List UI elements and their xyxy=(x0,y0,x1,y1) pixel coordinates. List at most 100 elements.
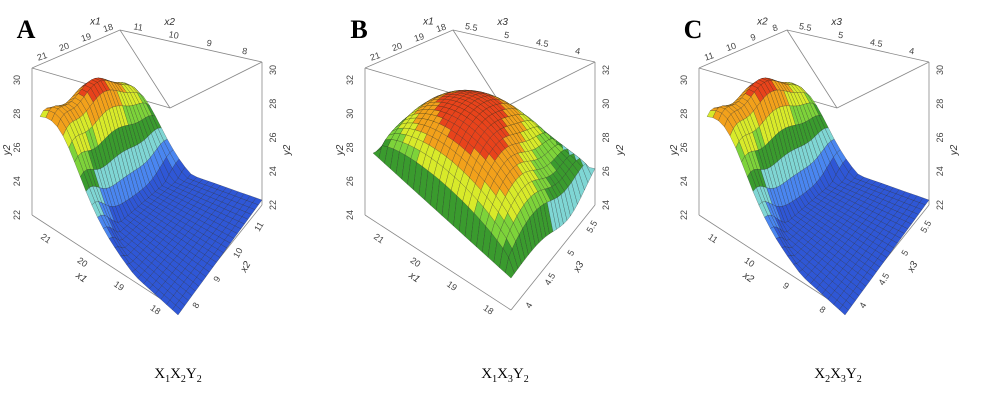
y-tick-label: 28 xyxy=(345,142,355,152)
y-tick-label: 30 xyxy=(679,75,689,85)
y-tick-label: 22 xyxy=(679,210,689,220)
y-tick-label-right: 30 xyxy=(601,99,611,109)
panel-letter: C xyxy=(684,15,703,44)
box-edge xyxy=(364,29,454,69)
y-tick-label: 22 xyxy=(12,210,22,220)
caption-term: X xyxy=(154,366,166,382)
caption-term: X xyxy=(830,366,841,382)
caption-subscript: 2 xyxy=(856,374,862,385)
y-tick-label: 32 xyxy=(345,75,355,85)
y-tick-label-right: 30 xyxy=(935,65,945,75)
y-tick-label: 30 xyxy=(345,109,355,119)
y-axis-label-right: y2 xyxy=(615,144,626,156)
box-edge xyxy=(31,214,179,311)
top-right-tick-label: 4.5 xyxy=(535,37,549,49)
bottom-right-tick-label: 9 xyxy=(211,274,222,283)
top-left-tick-label: 18 xyxy=(435,22,448,35)
top-left-tick-label: 21 xyxy=(36,50,49,63)
bottom-right-tick-label: 5.5 xyxy=(918,219,933,235)
bottom-left-tick-label: 18 xyxy=(482,303,496,317)
top-right-tick-label: 5 xyxy=(837,30,844,41)
bottom-right-tick-label: 5.5 xyxy=(584,219,599,235)
surface-plot-a: A 22 24 26 28 30 y2 22 24 26 28 30 y2 21 20 19 18 x1 11 10 9… xyxy=(0,0,333,402)
bottom-left-tick-label: 10 xyxy=(743,255,757,269)
surface-facet xyxy=(585,163,596,176)
box-edge xyxy=(786,29,930,63)
box-edge xyxy=(786,29,838,109)
y-axis-label: y2 xyxy=(2,144,13,156)
y-tick-label-right: 26 xyxy=(935,132,945,142)
top-right-tick-label: 9 xyxy=(206,38,213,49)
y-tick-label: 26 xyxy=(345,176,355,186)
top-left-tick-label: 19 xyxy=(80,31,93,44)
top-left-tick-label: 20 xyxy=(391,41,404,54)
y-tick-label: 28 xyxy=(12,109,22,119)
caption-subscript: 1 xyxy=(165,374,171,385)
caption-x1x2y2: X1X2Y2 xyxy=(154,366,202,385)
bottom-left-tick-label: 8 xyxy=(818,304,828,315)
top-left-tick-label: 18 xyxy=(102,22,115,35)
y-axis-label: y2 xyxy=(669,144,680,156)
caption-x1x3y2: X1X3Y2 xyxy=(481,366,529,385)
bottom-left-tick-label: 20 xyxy=(76,255,90,269)
caption-term: X xyxy=(814,366,826,382)
y-tick-label-right: 30 xyxy=(268,65,278,75)
y-axis-label-right: y2 xyxy=(282,144,293,156)
bottom-right-tick-label: 4.5 xyxy=(876,271,891,287)
top-right-tick-label: 5.5 xyxy=(464,21,478,33)
bottom-right-tick-label: 11 xyxy=(252,220,265,233)
bottom-left-tick-label: 11 xyxy=(706,232,719,246)
y-tick-label-right: 28 xyxy=(935,99,945,109)
bottom-left-axis-label: x2 xyxy=(740,270,756,286)
surface-facet xyxy=(252,197,263,206)
y-tick-label-right: 32 xyxy=(601,65,611,75)
top-right-tick-label: 10 xyxy=(168,29,180,41)
bottom-left-axis-label: x1 xyxy=(406,270,422,286)
bottom-right-tick-label: 4.5 xyxy=(542,271,557,287)
y-tick-label-right: 26 xyxy=(268,132,278,142)
y-tick-label-right: 28 xyxy=(268,99,278,109)
caption-x2x3y2: X2X3Y2 xyxy=(814,366,862,385)
box-edge xyxy=(836,61,930,109)
y-tick-label-right: 22 xyxy=(268,200,278,210)
caption-term: X xyxy=(481,366,493,382)
top-right-axis-label: x3 xyxy=(496,17,508,28)
caption-subscript: 3 xyxy=(507,374,513,385)
top-right-tick-label: 4 xyxy=(574,46,581,57)
bottom-left-axis-label: x1 xyxy=(73,270,89,286)
caption-subscript: 1 xyxy=(492,374,498,385)
top-left-tick-label: 8 xyxy=(771,22,779,33)
top-right-axis-label: x3 xyxy=(830,17,842,28)
panel-letter: B xyxy=(350,15,367,44)
y-tick-label: 28 xyxy=(679,109,689,119)
bottom-right-axis-label: x3 xyxy=(905,259,921,275)
caption-term: Y xyxy=(185,366,197,382)
top-right-tick-label: 4.5 xyxy=(869,37,883,49)
bottom-right-tick-label: 5 xyxy=(899,248,910,257)
caption-subscript: 2 xyxy=(196,374,202,385)
top-right-tick-label: 5 xyxy=(503,30,510,41)
bottom-left-tick-label: 9 xyxy=(781,280,791,291)
top-right-tick-label: 11 xyxy=(133,21,144,32)
box-edge xyxy=(502,61,596,109)
y-tick-label: 30 xyxy=(12,75,22,85)
box-edge xyxy=(452,29,596,63)
y-tick-label: 24 xyxy=(679,176,689,186)
bottom-left-tick-label: 21 xyxy=(372,231,386,245)
surface-facet xyxy=(919,197,930,206)
y-tick-label: 26 xyxy=(679,142,689,152)
top-left-tick-label: 20 xyxy=(58,41,71,54)
top-right-tick-label: 5.5 xyxy=(798,21,812,33)
y-tick-label: 24 xyxy=(12,176,22,186)
bottom-right-tick-label: 8 xyxy=(190,301,201,310)
surface-plot-b: B 24 26 28 30 32 y2 24 26 28 30 32 y2 21 20 19 18 x1 5.5 5 4… xyxy=(333,0,666,402)
panel-letter: A xyxy=(17,15,36,44)
bottom-right-tick-label: 10 xyxy=(231,246,245,260)
y-tick-label-right: 28 xyxy=(601,132,611,142)
y-tick-label-right: 26 xyxy=(601,166,611,176)
box-edge xyxy=(364,214,512,311)
caption-subscript: 2 xyxy=(180,374,186,385)
